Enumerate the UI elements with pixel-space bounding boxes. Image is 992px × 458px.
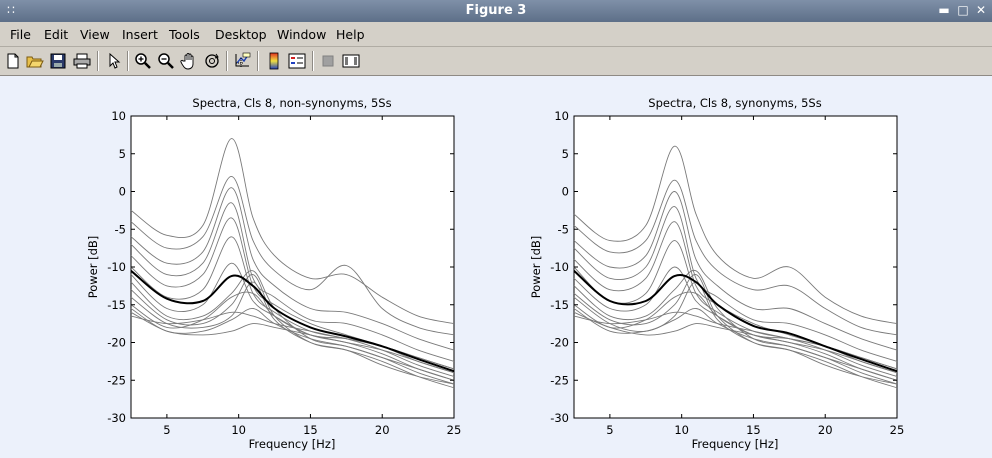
hide-plot-tools-icon[interactable]: [318, 51, 338, 71]
new-file-icon[interactable]: [3, 51, 23, 71]
y-tick-label: -15: [550, 298, 569, 312]
axes-synonyms[interactable]: 5 10 15 20 25 -30 -25 -20 -15 -10 -5 0 5 10 Spectra, …: [529, 96, 904, 451]
window-titlebar: ∷ Figure 3 ▬ □ ✕: [0, 0, 992, 22]
toolbar-separator: [127, 51, 129, 71]
y-axis-label: Power [dB]: [86, 236, 100, 299]
menu-file[interactable]: File: [10, 27, 31, 42]
y-tick-label: 10: [554, 109, 569, 123]
tick-group: 5 10 15 20 25 -30 -25 -20 -15 -10 -5 0 5 10: [107, 109, 461, 437]
y-tick-label: -30: [107, 411, 126, 425]
y-axis-label: Power [dB]: [529, 236, 543, 299]
x-tick-label: 20: [818, 423, 833, 437]
axes-background: [130, 115, 455, 419]
x-tick-label: 25: [447, 423, 462, 437]
subject-spectrum-line-10: [573, 281, 898, 385]
subject-spectrum-line-10: [130, 281, 455, 385]
show-plot-tools-icon[interactable]: [341, 51, 361, 71]
y-tick-label: 5: [562, 147, 569, 161]
zoom-out-icon[interactable]: [156, 51, 176, 71]
data-cursor-icon[interactable]: [232, 51, 252, 71]
toolbar-separator: [226, 51, 228, 71]
figure-canvas: 5 10 15 20 25 -30 -25 -20 -15 -10 -5 0 5 10 Spectra, …: [0, 76, 992, 454]
series-group: [573, 145, 898, 389]
rotate-3d-icon[interactable]: [202, 51, 222, 71]
menu-desktop[interactable]: Desktop: [215, 27, 267, 42]
close-icon[interactable]: ✕: [975, 3, 987, 17]
x-tick-label: 15: [303, 423, 318, 437]
zoom-in-icon[interactable]: [133, 51, 153, 71]
y-tick-label: -20: [107, 336, 126, 350]
toolbar-separator: [97, 51, 99, 71]
figure-svg: 5 10 15 20 25 -30 -25 -20 -15 -10 -5 0 5 10 Spectra, …: [86, 96, 904, 451]
pan-hand-icon[interactable]: [179, 51, 199, 71]
menu-tools[interactable]: Tools: [169, 27, 200, 42]
subject-spectrum-line-6: [130, 236, 455, 377]
subject-spectrum-line-13: [573, 311, 898, 374]
mean-spectrum-line: [130, 270, 455, 373]
subject-spectrum-line-1: [573, 145, 898, 325]
x-tick-label: 20: [375, 423, 390, 437]
x-tick-label: 5: [163, 423, 170, 437]
subject-spectrum-line-13: [130, 311, 455, 374]
subject-spectrum-line-2: [130, 175, 455, 336]
subject-spectrum-line-3: [573, 191, 898, 351]
y-tick-label: -5: [558, 222, 569, 236]
y-tick-label: 5: [119, 147, 126, 161]
y-tick-label: 0: [119, 185, 126, 199]
y-tick-label: -5: [115, 222, 126, 236]
mean-spectrum-line: [573, 270, 898, 373]
colorbar-icon[interactable]: [264, 51, 284, 71]
subject-spectrum-line-6: [573, 240, 898, 377]
x-tick-label: 25: [890, 423, 905, 437]
x-tick-label: 5: [606, 423, 613, 437]
figure-toolbar: [0, 47, 992, 76]
print-icon[interactable]: [72, 51, 92, 71]
x-tick-label: 10: [231, 423, 246, 437]
window-menu-icon[interactable]: ∷: [7, 3, 15, 17]
x-axis-label: Frequency [Hz]: [692, 437, 779, 451]
y-tick-label: 0: [562, 185, 569, 199]
chart-title: Spectra, Cls 8, non-synonyms, 5Ss: [192, 96, 391, 110]
minimize-icon[interactable]: ▬: [938, 3, 950, 17]
chart-title: Spectra, Cls 8, synonyms, 5Ss: [648, 96, 821, 110]
y-tick-label: -10: [550, 260, 569, 274]
x-axis-label: Frequency [Hz]: [249, 437, 336, 451]
tick-group: 5 10 15 20 25 -30 -25 -20 -15 -10 -5 0 5 10: [550, 109, 904, 437]
window-title: Figure 3: [465, 3, 527, 18]
series-group: [130, 138, 455, 389]
save-icon[interactable]: [48, 51, 68, 71]
axes-non-synonyms[interactable]: 5 10 15 20 25 -30 -25 -20 -15 -10 -5 0 5 10 Spectra, …: [86, 96, 461, 451]
y-tick-label: 10: [111, 109, 126, 123]
y-tick-label: -25: [107, 373, 126, 387]
toolbar-separator: [257, 51, 259, 71]
menu-edit[interactable]: Edit: [44, 27, 69, 42]
y-tick-label: -25: [550, 373, 569, 387]
subject-spectrum-line-3: [130, 187, 455, 351]
pointer-icon[interactable]: [104, 51, 124, 71]
maximize-icon[interactable]: □: [957, 3, 969, 17]
y-tick-label: -15: [107, 298, 126, 312]
subject-spectrum-line-4: [130, 202, 455, 362]
subject-spectrum-line-2: [573, 179, 898, 336]
legend-icon[interactable]: [287, 51, 307, 71]
menu-bar: File Edit View Insert Tools Desktop Wind…: [0, 22, 992, 47]
open-file-icon[interactable]: [25, 51, 45, 71]
x-tick-label: 10: [674, 423, 689, 437]
x-tick-label: 15: [746, 423, 761, 437]
y-tick-label: -20: [550, 336, 569, 350]
y-tick-label: -10: [107, 260, 126, 274]
menu-view[interactable]: View: [80, 27, 110, 42]
subject-spectrum-line-4: [573, 206, 898, 362]
menu-window[interactable]: Window: [277, 27, 327, 42]
subject-spectrum-line-1: [130, 138, 455, 325]
y-tick-label: -30: [550, 411, 569, 425]
menu-help[interactable]: Help: [336, 27, 365, 42]
subject-spectrum-line-8: [573, 269, 898, 385]
menu-insert[interactable]: Insert: [122, 27, 158, 42]
toolbar-separator: [312, 51, 314, 71]
